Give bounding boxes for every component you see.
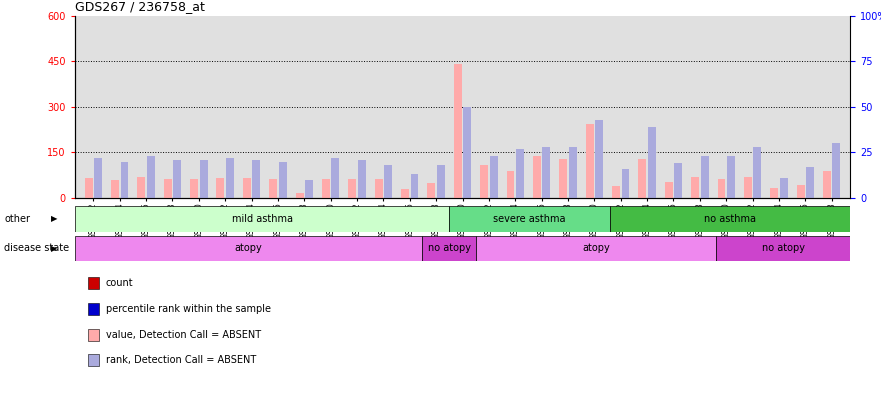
Bar <box>744 177 751 198</box>
Bar <box>796 185 804 198</box>
Bar <box>252 160 260 198</box>
Bar <box>480 165 488 198</box>
Bar <box>121 162 129 198</box>
Bar <box>586 124 594 198</box>
Bar <box>727 156 735 198</box>
Bar <box>533 156 541 198</box>
Bar <box>648 127 655 198</box>
Bar <box>374 179 382 198</box>
Bar <box>427 183 435 198</box>
Bar <box>449 206 610 232</box>
Bar <box>278 162 286 198</box>
Bar <box>422 236 476 261</box>
Text: atopy: atopy <box>582 244 610 253</box>
Bar <box>833 143 840 198</box>
Bar <box>94 158 102 198</box>
Bar <box>411 174 418 198</box>
Text: no atopy: no atopy <box>427 244 470 253</box>
Text: count: count <box>106 278 133 288</box>
Bar <box>190 179 198 198</box>
Bar <box>823 171 831 198</box>
Bar <box>612 187 620 198</box>
Bar <box>322 179 329 198</box>
Bar <box>358 160 366 198</box>
Bar <box>401 190 409 198</box>
Bar <box>559 159 567 198</box>
Bar <box>692 177 699 198</box>
Bar <box>454 65 462 198</box>
Bar <box>174 160 181 198</box>
Text: atopy: atopy <box>234 244 263 253</box>
Text: no asthma: no asthma <box>704 214 756 224</box>
Bar <box>217 178 225 198</box>
Bar <box>753 147 761 198</box>
Bar <box>226 158 233 198</box>
Bar <box>716 236 850 261</box>
Bar <box>476 236 716 261</box>
Bar <box>674 164 682 198</box>
Bar <box>665 182 673 198</box>
Text: no atopy: no atopy <box>762 244 805 253</box>
Bar <box>621 169 629 198</box>
Text: rank, Detection Call = ABSENT: rank, Detection Call = ABSENT <box>106 355 256 366</box>
Bar <box>200 160 208 198</box>
Bar <box>437 165 445 198</box>
Bar <box>780 178 788 198</box>
Bar <box>569 147 577 198</box>
Bar <box>331 158 339 198</box>
Bar <box>700 156 708 198</box>
Bar <box>463 107 471 198</box>
Text: GDS267 / 236758_at: GDS267 / 236758_at <box>75 0 204 13</box>
Bar <box>137 177 145 198</box>
Bar <box>610 206 850 232</box>
Bar <box>305 180 313 198</box>
Text: mild asthma: mild asthma <box>232 214 292 224</box>
Bar <box>348 179 356 198</box>
Bar <box>516 149 524 198</box>
Text: ▶: ▶ <box>51 244 57 253</box>
Bar <box>507 171 515 198</box>
Bar <box>75 236 422 261</box>
Text: disease state: disease state <box>4 244 70 253</box>
Bar <box>243 178 251 198</box>
Bar <box>770 188 778 198</box>
Text: value, Detection Call = ABSENT: value, Detection Call = ABSENT <box>106 329 261 340</box>
Bar <box>85 178 93 198</box>
Text: other: other <box>4 214 31 224</box>
Bar <box>639 159 647 198</box>
Bar <box>164 179 172 198</box>
Bar <box>75 206 449 232</box>
Bar <box>490 156 498 198</box>
Bar <box>147 156 155 198</box>
Bar <box>296 192 304 198</box>
Text: ▶: ▶ <box>51 214 57 223</box>
Bar <box>543 147 551 198</box>
Text: percentile rank within the sample: percentile rank within the sample <box>106 304 270 314</box>
Bar <box>270 179 278 198</box>
Text: severe asthma: severe asthma <box>493 214 566 224</box>
Bar <box>806 167 814 198</box>
Bar <box>717 179 725 198</box>
Bar <box>384 165 392 198</box>
Bar <box>111 181 119 198</box>
Bar <box>596 120 603 198</box>
